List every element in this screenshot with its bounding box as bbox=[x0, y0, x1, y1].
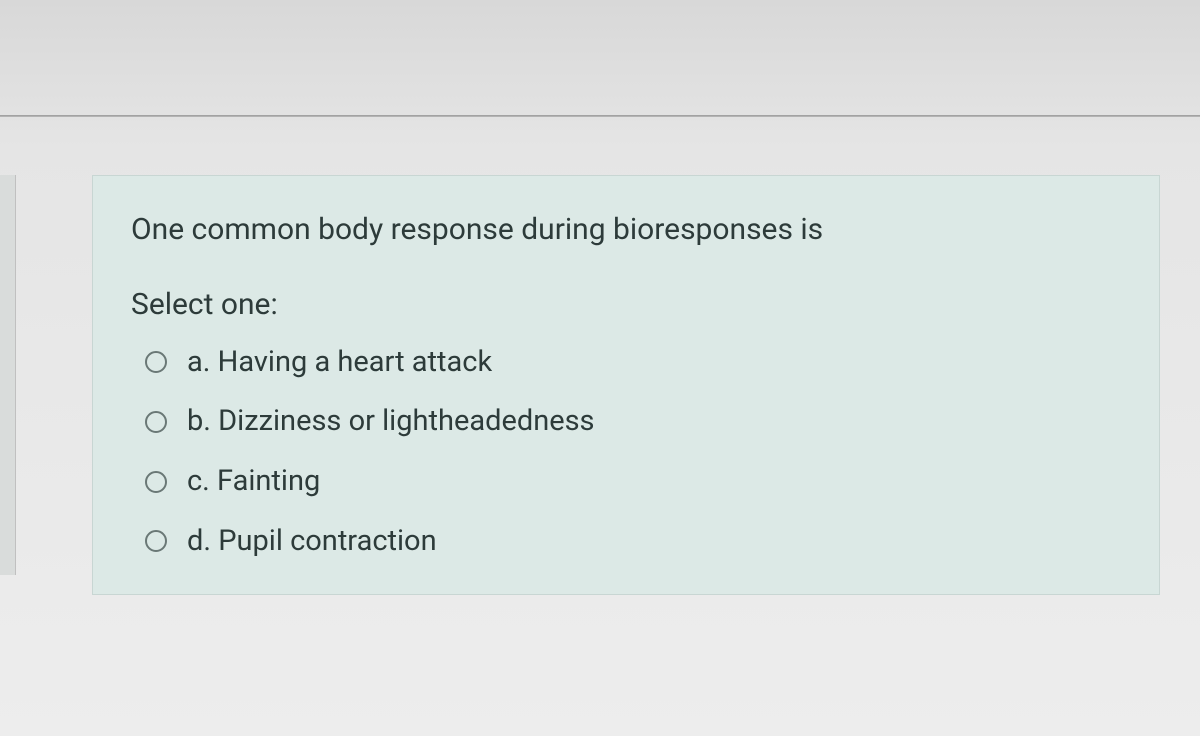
option-b[interactable]: b. Dizziness or lightheadedness bbox=[145, 403, 1121, 441]
sidebar-fragment bbox=[0, 175, 16, 575]
option-letter: d. bbox=[187, 524, 211, 558]
option-label: c. Fainting bbox=[187, 463, 320, 501]
option-letter: c. bbox=[187, 464, 210, 498]
option-letter: a. bbox=[187, 345, 210, 379]
question-card: One common body response during biorespo… bbox=[92, 175, 1160, 595]
option-text-content: Fainting bbox=[217, 464, 320, 498]
option-label: a. Having a heart attack bbox=[187, 344, 492, 382]
question-prompt: One common body response during biorespo… bbox=[131, 210, 1121, 251]
select-one-label: Select one: bbox=[131, 287, 1121, 322]
horizontal-divider bbox=[0, 115, 1200, 117]
radio-icon bbox=[145, 471, 167, 493]
option-label: d. Pupil contraction bbox=[187, 523, 437, 561]
option-label: b. Dizziness or lightheadedness bbox=[187, 403, 595, 441]
option-a[interactable]: a. Having a heart attack bbox=[145, 344, 1121, 382]
page-wrapper: One common body response during biorespo… bbox=[0, 0, 1200, 736]
option-text-content: Dizziness or lightheadedness bbox=[218, 404, 594, 438]
radio-icon bbox=[145, 530, 167, 552]
radio-icon bbox=[145, 351, 167, 373]
option-d[interactable]: d. Pupil contraction bbox=[145, 523, 1121, 561]
option-text-content: Having a heart attack bbox=[218, 345, 493, 379]
option-text-content: Pupil contraction bbox=[218, 524, 436, 558]
option-c[interactable]: c. Fainting bbox=[145, 463, 1121, 501]
option-letter: b. bbox=[187, 404, 211, 438]
radio-icon bbox=[145, 411, 167, 433]
options-list: a. Having a heart attack b. Dizziness or… bbox=[131, 344, 1121, 561]
